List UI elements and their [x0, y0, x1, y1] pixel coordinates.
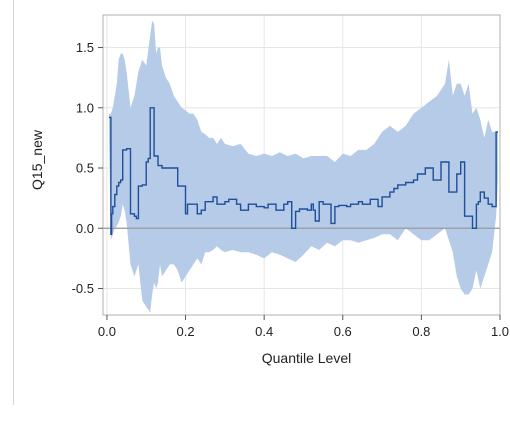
x-tick-label: 0.2	[177, 324, 195, 339]
confidence-band	[108, 21, 499, 313]
x-axis-title: Quantile Level	[262, 350, 352, 366]
y-axis-title: Q15_new	[29, 129, 45, 190]
x-tick-label: 0.4	[255, 324, 273, 339]
x-tick-label: 0.0	[98, 324, 116, 339]
y-tick-label: -0.5	[72, 281, 94, 296]
y-tick-label: 0.5	[76, 161, 94, 176]
confidence-band-area	[108, 21, 499, 313]
y-axis-ticks: 1.5 1.0 0.5 0.0 -0.5	[72, 40, 103, 296]
x-tick-label: 1.0	[491, 324, 509, 339]
x-axis-ticks: 0.0 0.2 0.4 0.6 0.8 1.0	[98, 315, 509, 339]
y-tick-label: 0.0	[76, 221, 94, 236]
y-tick-label: 1.0	[76, 100, 94, 115]
quantile-process-line	[108, 107, 498, 235]
y-tick-label: 1.5	[76, 40, 94, 55]
plot-frame	[102, 14, 501, 316]
page-left-divider	[13, 0, 14, 405]
x-tick-label: 0.8	[412, 324, 430, 339]
plot-border	[102, 14, 501, 316]
x-tick-label: 0.6	[334, 324, 352, 339]
estimate-line	[108, 107, 498, 235]
